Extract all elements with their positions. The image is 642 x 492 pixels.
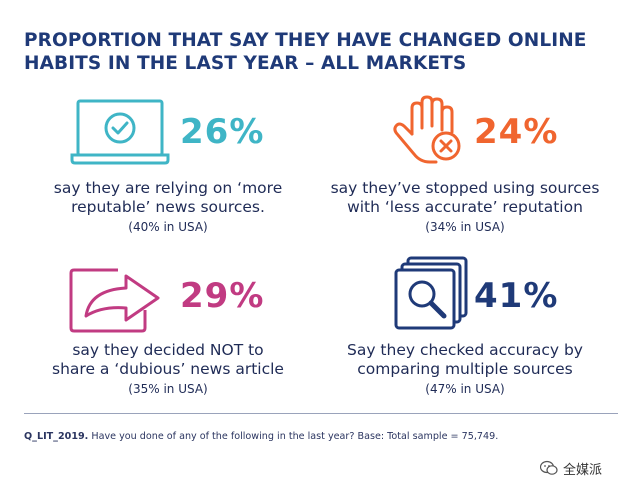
- stat-value-1: 26%: [180, 112, 265, 152]
- stop-hand-icon: [393, 95, 461, 164]
- watermark-text: 全媒派: [563, 462, 603, 478]
- title-line-2: HABITS IN THE LAST YEAR – ALL MARKETS: [24, 53, 467, 74]
- stat-desc-2-line-2: with ‘less accurate’ reputation: [347, 198, 583, 216]
- stat-value-3: 29%: [180, 276, 265, 316]
- stat-value-4: 41%: [474, 276, 559, 316]
- watermark: 全媒派: [540, 458, 602, 478]
- stat-desc-4-line-1: Say they checked accuracy by: [347, 341, 583, 359]
- footer-note: Q_LIT_2019. Have you done of any of the …: [24, 431, 624, 443]
- stat-desc-3-line-1: say they decided NOT to: [72, 341, 264, 359]
- wechat-icon: [540, 460, 558, 475]
- stat-desc-2: say they’ve stopped using sources with ‘…: [315, 179, 615, 217]
- stat-usa-3: (35% in USA): [128, 382, 208, 396]
- stat-usa-1: (40% in USA): [128, 220, 208, 234]
- stat-desc-3: say they decided NOT to share a ‘dubious…: [18, 341, 318, 379]
- laptop-check-icon: [70, 99, 170, 165]
- stat-desc-1-line-2: reputable’ news sources.: [71, 198, 265, 216]
- stat-desc-2-line-1: say they’ve stopped using sources: [330, 179, 600, 197]
- title-line-1: PROPORTION THAT SAY THEY HAVE CHANGED ON…: [24, 30, 587, 51]
- chart-title: PROPORTION THAT SAY THEY HAVE CHANGED ON…: [24, 29, 624, 75]
- stat-desc-1: say they are relying on ‘more reputable’…: [18, 179, 318, 217]
- share-arrow-icon: [69, 268, 160, 333]
- footer-divider: [24, 413, 618, 414]
- stat-usa-2: (34% in USA): [425, 220, 505, 234]
- footer-question-text: Have you done of any of the following in…: [88, 431, 499, 442]
- stat-desc-4-line-2: comparing multiple sources: [357, 360, 573, 378]
- footer-question-code: Q_LIT_2019.: [24, 431, 89, 442]
- stat-desc-4: Say they checked accuracy by comparing m…: [315, 341, 615, 379]
- stat-value-2: 24%: [474, 112, 559, 152]
- magnifier-pages-icon: [394, 256, 468, 330]
- stat-desc-3-line-2: share a ‘dubious’ news article: [52, 360, 284, 378]
- stat-usa-4: (47% in USA): [425, 382, 505, 396]
- stat-desc-1-line-1: say they are relying on ‘more: [53, 179, 283, 197]
